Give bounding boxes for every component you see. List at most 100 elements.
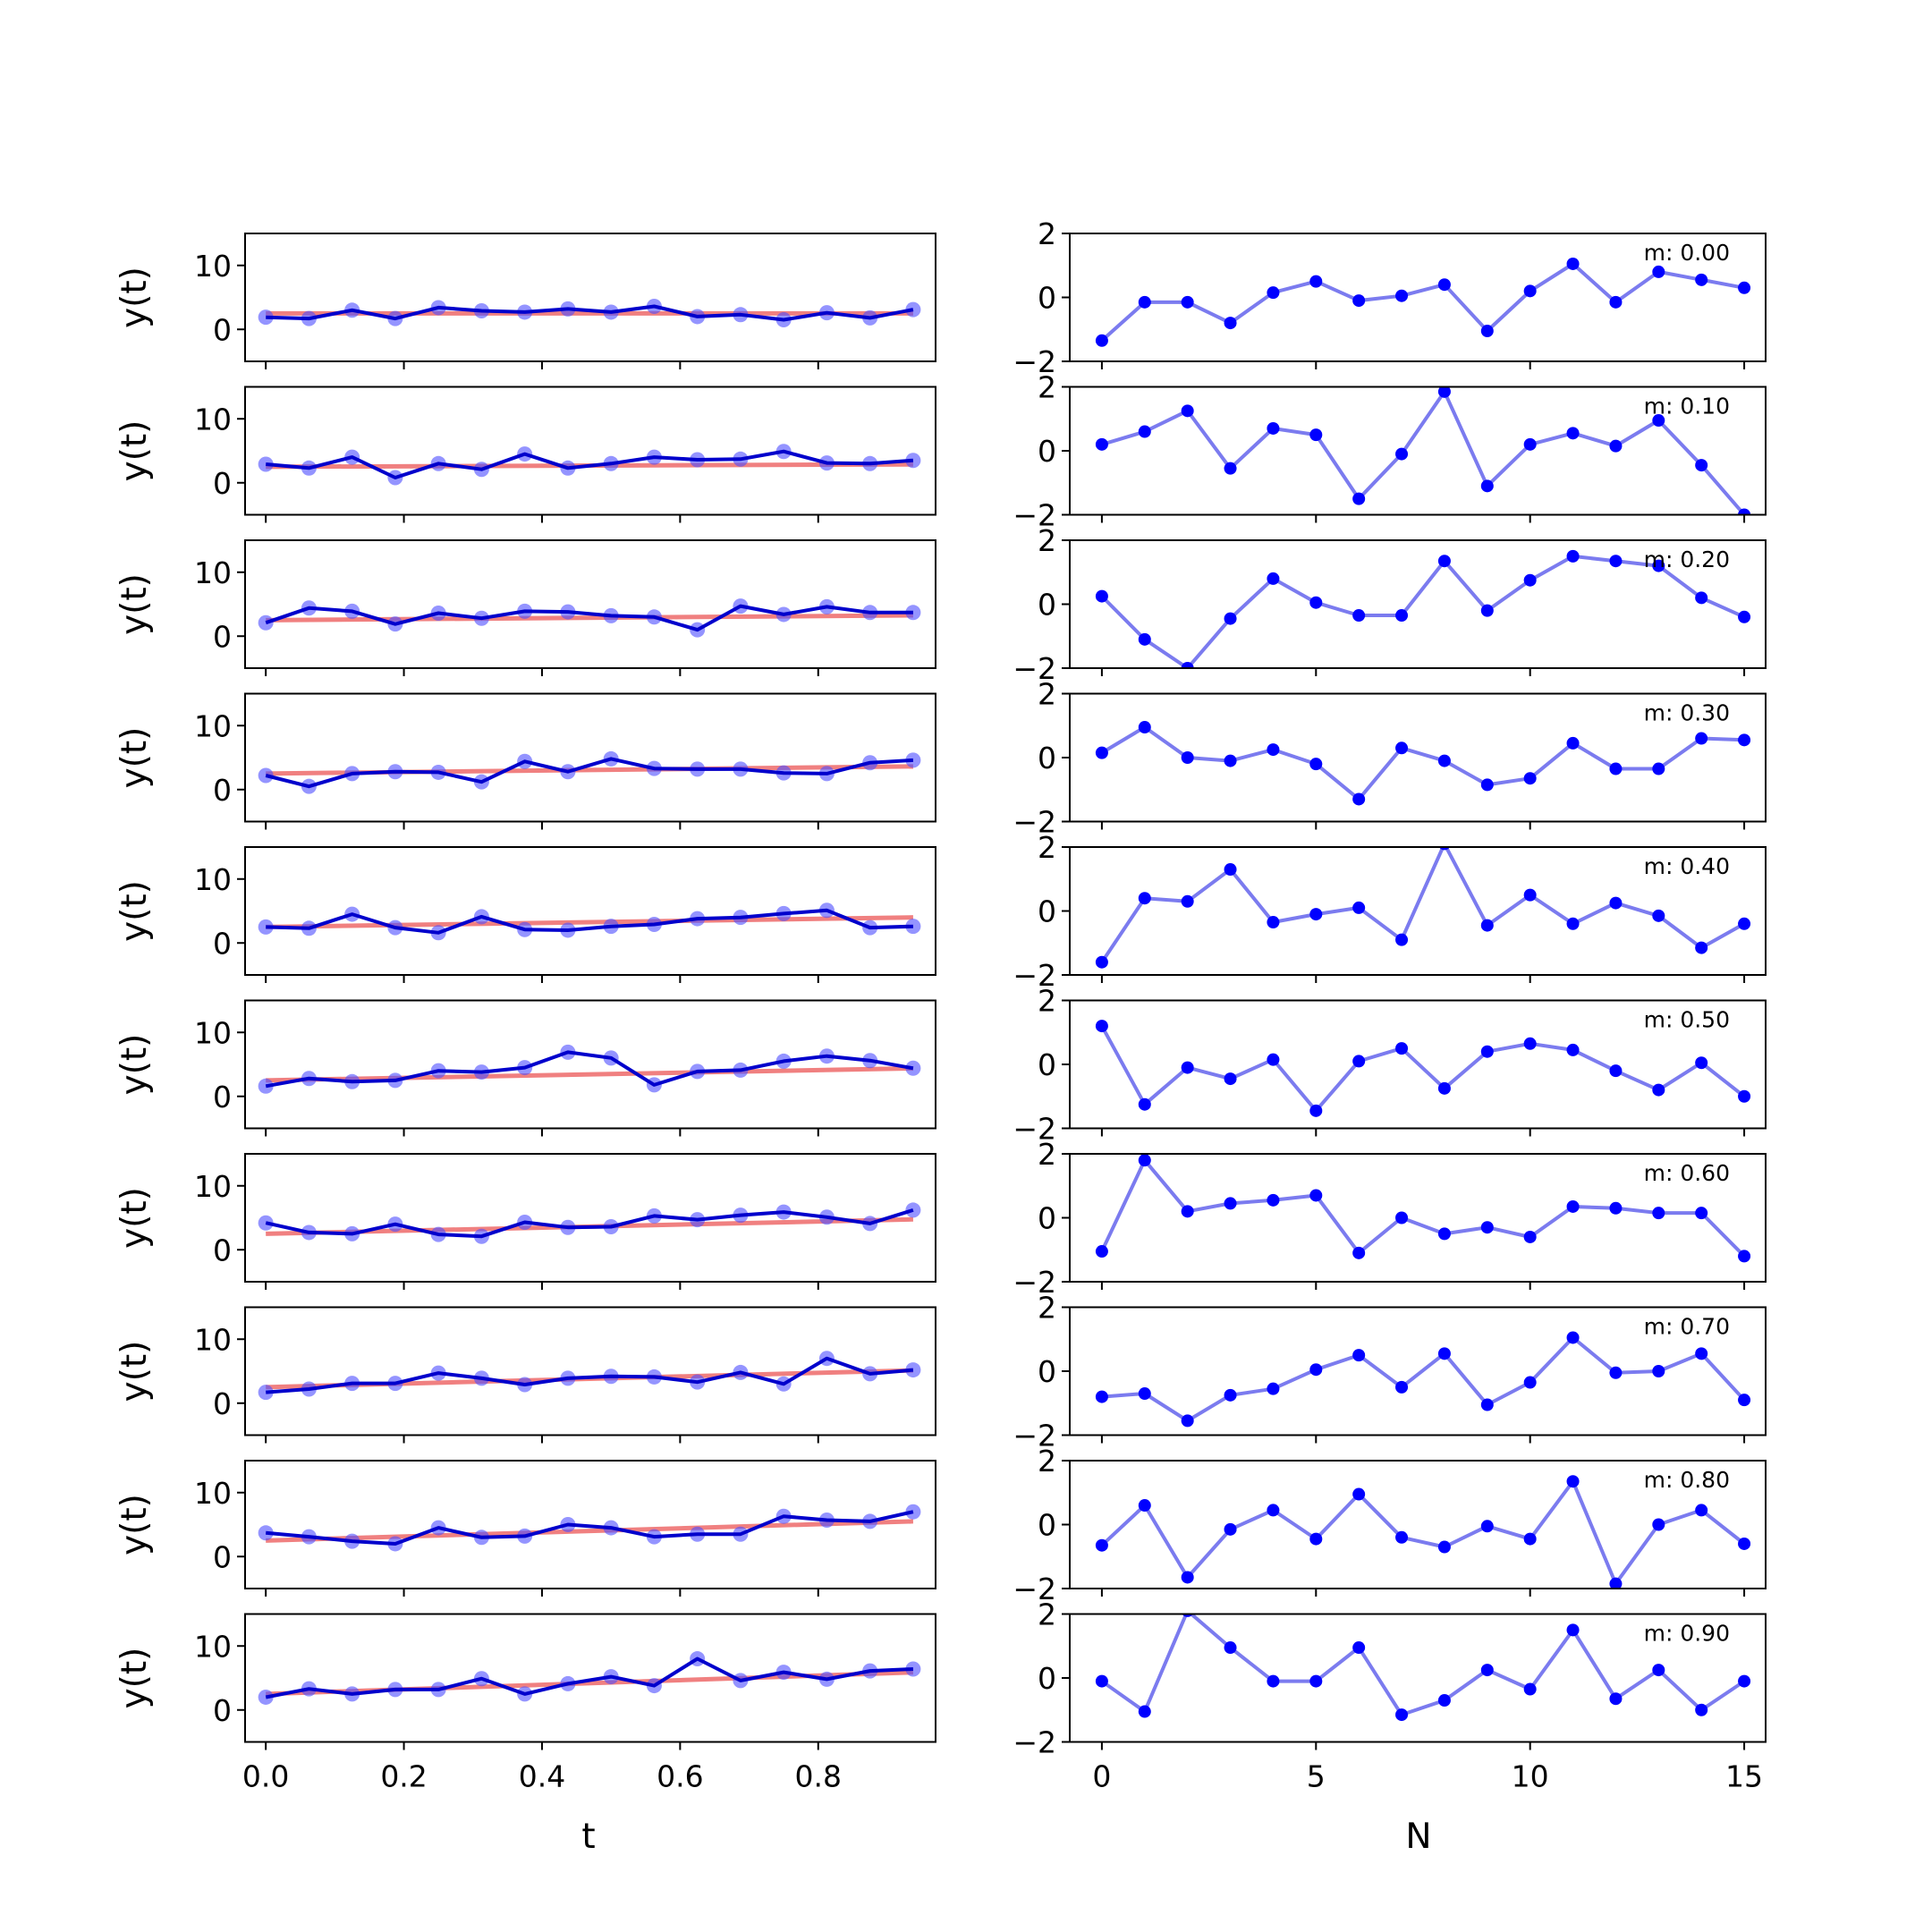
y-axis-label: y(t): [114, 1648, 155, 1709]
y-tick-label: 0: [1038, 1201, 1056, 1236]
data-point: [1609, 1064, 1623, 1078]
data-point: [1181, 1414, 1194, 1428]
data-group: [1095, 1614, 1751, 1722]
data-point: [1738, 917, 1751, 930]
y-tick-label: 10: [194, 1476, 232, 1511]
data-point: [1652, 909, 1665, 922]
data-point: [1095, 1245, 1108, 1258]
data-point: [1652, 1083, 1665, 1097]
right-subplot-2: m: 0.20 −2 0 2: [1013, 523, 1767, 686]
data-point: [1738, 1394, 1751, 1407]
axes-frame: [244, 1153, 936, 1283]
data-point: [1181, 1205, 1194, 1218]
data-point: [1652, 265, 1665, 278]
data-group: [1095, 1154, 1751, 1263]
data-line: [265, 1050, 914, 1089]
data-point: [1138, 1705, 1151, 1718]
data-point: [1480, 919, 1494, 932]
y-tick-label: 0: [1038, 434, 1056, 469]
y-tick-label: 2: [1038, 1597, 1056, 1632]
data-line: [1100, 554, 1745, 668]
data-point: [1224, 612, 1237, 625]
data-point: [1523, 772, 1537, 785]
data-point: [1181, 1061, 1194, 1074]
y-tick-label: 0: [213, 1233, 232, 1267]
data-group: [258, 1504, 921, 1552]
y-tick-label: −2: [1013, 1419, 1056, 1453]
data-point: [1352, 1641, 1366, 1655]
data-point: [1523, 573, 1537, 587]
data-point: [1695, 1347, 1708, 1360]
data-point: [1609, 555, 1623, 568]
data-point: [1609, 295, 1623, 309]
y-axis-label: y(t): [114, 727, 155, 789]
data-point: [1352, 294, 1366, 308]
y-axis-label: y(t): [114, 1034, 155, 1096]
data-point: [1480, 778, 1494, 792]
data-point: [1609, 1692, 1623, 1706]
data-point: [1566, 1475, 1580, 1488]
data-point: [1738, 281, 1751, 294]
data-point: [1181, 404, 1194, 418]
data-point: [1437, 1540, 1451, 1554]
data-point: [1095, 955, 1108, 969]
y-tick-label: 2: [1038, 1444, 1056, 1479]
data-point: [1437, 1081, 1451, 1095]
slope-label: m: 0.10: [1644, 394, 1730, 419]
data-point: [1523, 888, 1537, 902]
data-point: [1566, 1199, 1580, 1213]
data-point: [1138, 1499, 1151, 1513]
right-x-axis-label: N: [1405, 1817, 1431, 1857]
data-point: [1480, 325, 1494, 338]
y-tick-label: 10: [194, 402, 232, 436]
left-subplot-1: 0 10 y(t): [114, 386, 936, 523]
data-point: [1309, 1363, 1323, 1377]
axes-frame: [244, 1460, 936, 1589]
y-tick-label: 0: [213, 1080, 232, 1114]
data-point: [1523, 1230, 1537, 1243]
data-group: [258, 750, 921, 794]
axes-frame: [244, 999, 936, 1130]
y-tick-label: 10: [194, 1629, 232, 1664]
y-tick-label: 0: [213, 773, 232, 808]
data-point: [1309, 428, 1323, 442]
data-point: [1181, 894, 1194, 908]
data-point: [1566, 1623, 1580, 1637]
y-tick-label: 10: [194, 1015, 232, 1050]
data-point: [1095, 589, 1108, 603]
data-point: [1566, 549, 1580, 563]
x-tick-label: 15: [1725, 1759, 1763, 1794]
y-tick-label: 0: [1038, 741, 1056, 775]
data-point: [1695, 732, 1708, 745]
data-point: [1480, 1398, 1494, 1411]
y-tick-label: 2: [1038, 1137, 1056, 1172]
data-point: [1138, 295, 1151, 309]
data-point: [1267, 421, 1280, 435]
data-point: [1309, 1532, 1323, 1546]
data-point: [905, 752, 921, 768]
data-point: [1395, 1530, 1409, 1544]
y-tick-label: 2: [1038, 984, 1056, 1019]
left-subplot-9: 0 10 0.0 0.2 0.4 0.6 0.8 y(t): [114, 1613, 936, 1794]
y-tick-label: 2: [1038, 1291, 1056, 1326]
left-subplot-6: 0 10 y(t): [114, 1153, 936, 1290]
data-line: [266, 1356, 914, 1394]
axes-frame: [244, 846, 936, 976]
data-line: [266, 304, 914, 322]
y-axis-label: y(t): [114, 1187, 155, 1249]
data-point: [1352, 1055, 1366, 1068]
right-subplot-1: m: 0.10 −2 0 2: [1013, 370, 1767, 533]
data-point: [1695, 1703, 1708, 1716]
y-tick-label: 10: [194, 862, 232, 897]
data-group: [1095, 549, 1751, 668]
data-point: [1609, 1366, 1623, 1379]
slope-label: m: 0.70: [1644, 1314, 1730, 1340]
x-tick-label: 0.6: [657, 1759, 703, 1794]
x-tick-label: 0.2: [380, 1759, 427, 1794]
data-point: [1566, 427, 1580, 440]
axes-frame: [244, 1613, 936, 1743]
data-line: [1101, 1335, 1746, 1423]
data-point: [1309, 908, 1323, 921]
data-point: [1395, 447, 1409, 461]
data-point: [1652, 1207, 1665, 1220]
